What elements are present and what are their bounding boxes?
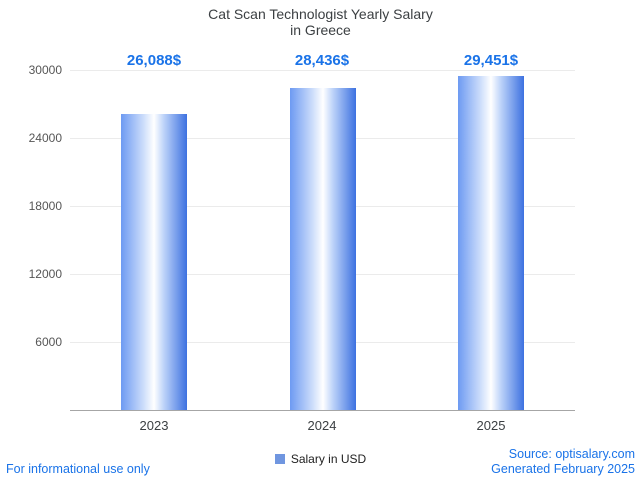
y-tick-label: 12000: [28, 267, 62, 281]
legend-swatch-icon: [274, 454, 285, 464]
x-tick-label: 2024: [307, 418, 337, 433]
legend: Salary in USD: [0, 452, 641, 466]
bar-value-label: 28,436$: [294, 52, 350, 69]
chart-title-line2: in Greece: [290, 22, 351, 38]
bar-2025[interactable]: [458, 76, 524, 410]
chart-title-line1: Cat Scan Technologist Yearly Salary: [208, 6, 433, 22]
bar-value-label: 29,451$: [463, 52, 519, 69]
bar-2024[interactable]: [290, 88, 356, 410]
x-tick-label: 2025: [476, 418, 506, 433]
disclaimer-text: For informational use only: [6, 462, 150, 476]
y-tick-label: 18000: [28, 199, 62, 213]
gridline: [70, 70, 575, 71]
y-tick-label: 6000: [35, 335, 62, 349]
y-tick-label: 30000: [28, 63, 62, 77]
x-tick-label: 2023: [139, 418, 169, 433]
generated-date: Generated February 2025: [491, 462, 635, 476]
bar-value-label: 26,088$: [126, 52, 182, 69]
legend-label: Salary in USD: [290, 452, 367, 466]
source-link[interactable]: Source: optisalary.com: [508, 447, 635, 461]
source-info: Source: optisalary.com Generated Februar…: [491, 447, 635, 477]
chart-title: Cat Scan Technologist Yearly Salary in G…: [0, 6, 641, 38]
bar-2023[interactable]: [121, 114, 187, 410]
y-tick-label: 24000: [28, 131, 62, 145]
